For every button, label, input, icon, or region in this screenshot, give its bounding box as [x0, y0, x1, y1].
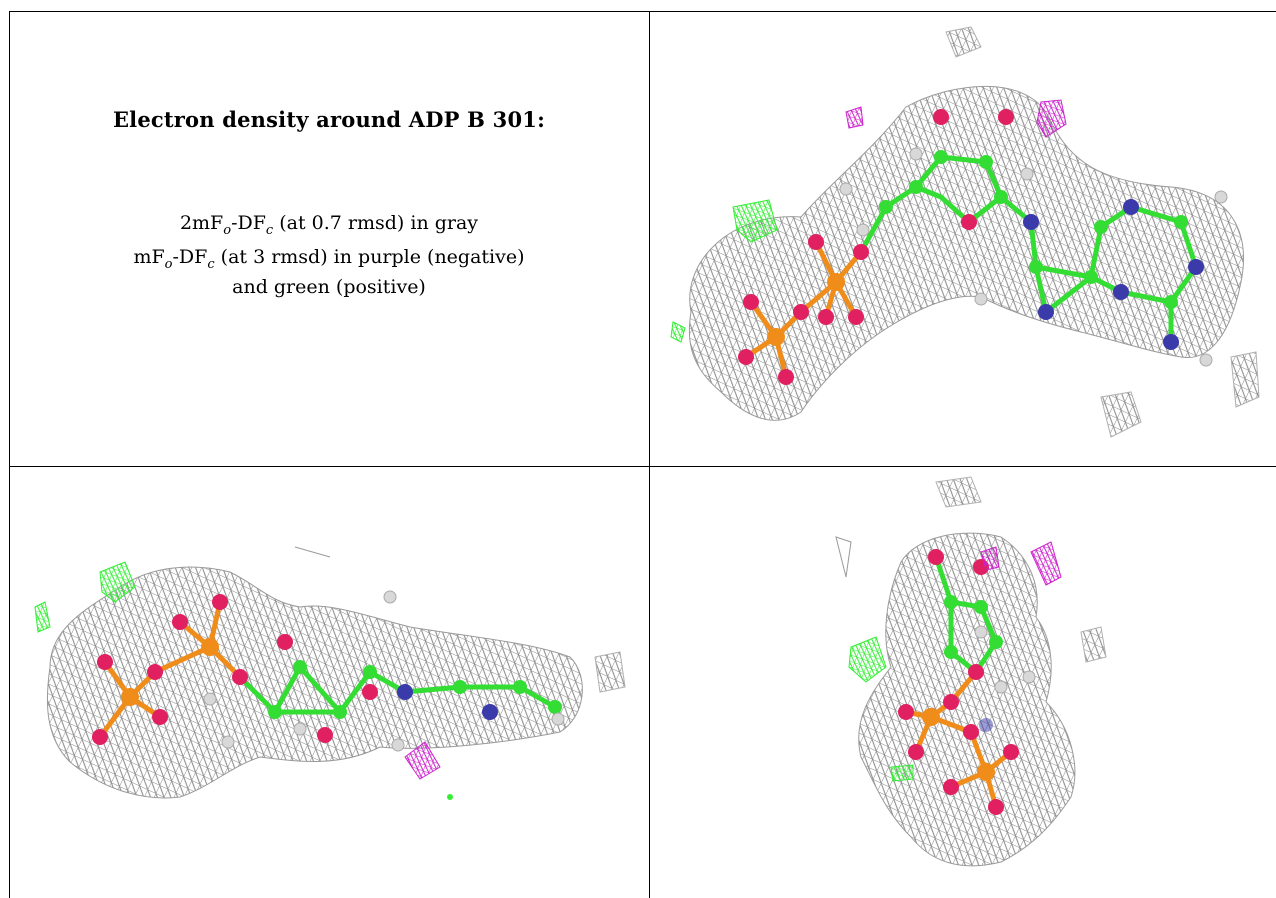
green-density-blob	[34, 601, 51, 633]
gray-mesh-fragment	[945, 26, 982, 58]
gray-density-mesh	[688, 85, 1244, 421]
green-density-blob	[732, 199, 778, 243]
molecule-atoms	[92, 590, 565, 752]
caption-title: Electron density around ADP B 301:	[112, 107, 546, 132]
gray-mesh-fragment	[1080, 626, 1107, 663]
table-border-top	[9, 11, 1276, 12]
purple-density-blob	[1036, 99, 1067, 138]
green-density-blob	[99, 561, 136, 603]
green-density-blob	[447, 794, 453, 800]
molecule-atoms	[738, 109, 1228, 385]
green-density-blob	[848, 636, 887, 683]
density-view-bottom-left	[34, 546, 626, 800]
gray-mesh-fragment	[835, 536, 852, 578]
gray-mesh-fragment	[1230, 351, 1260, 408]
caption-line-1: 2mFo-DFc (at 0.7 rmsd) in gray	[179, 212, 479, 238]
caption-line-3: and green (positive)	[232, 276, 426, 298]
green-density-blob	[890, 764, 914, 782]
table-divider-vertical	[649, 11, 650, 898]
gray-mesh-fragment	[294, 546, 331, 558]
table-border-left	[9, 11, 10, 898]
caption-cell: Electron density around ADP B 301: 2mFo-…	[9, 12, 649, 466]
green-density-blob	[670, 321, 686, 343]
purple-density-blob	[404, 741, 441, 780]
density-view-bottom-right	[835, 476, 1107, 867]
table-divider-horizontal	[9, 466, 1276, 467]
gray-mesh-fragment	[594, 651, 626, 693]
molecule-atoms	[898, 549, 1036, 815]
purple-density-blob	[845, 106, 864, 129]
gray-mesh-fragment	[1100, 391, 1142, 438]
gray-mesh-fragment	[935, 476, 982, 508]
purple-density-blob	[980, 546, 1000, 571]
density-view-top-right	[670, 26, 1260, 438]
purple-density-blob	[1030, 541, 1062, 586]
caption-line-2: mFo-DFc (at 3 rmsd) in purple (negative)	[133, 246, 525, 272]
gray-density-mesh	[858, 532, 1076, 867]
